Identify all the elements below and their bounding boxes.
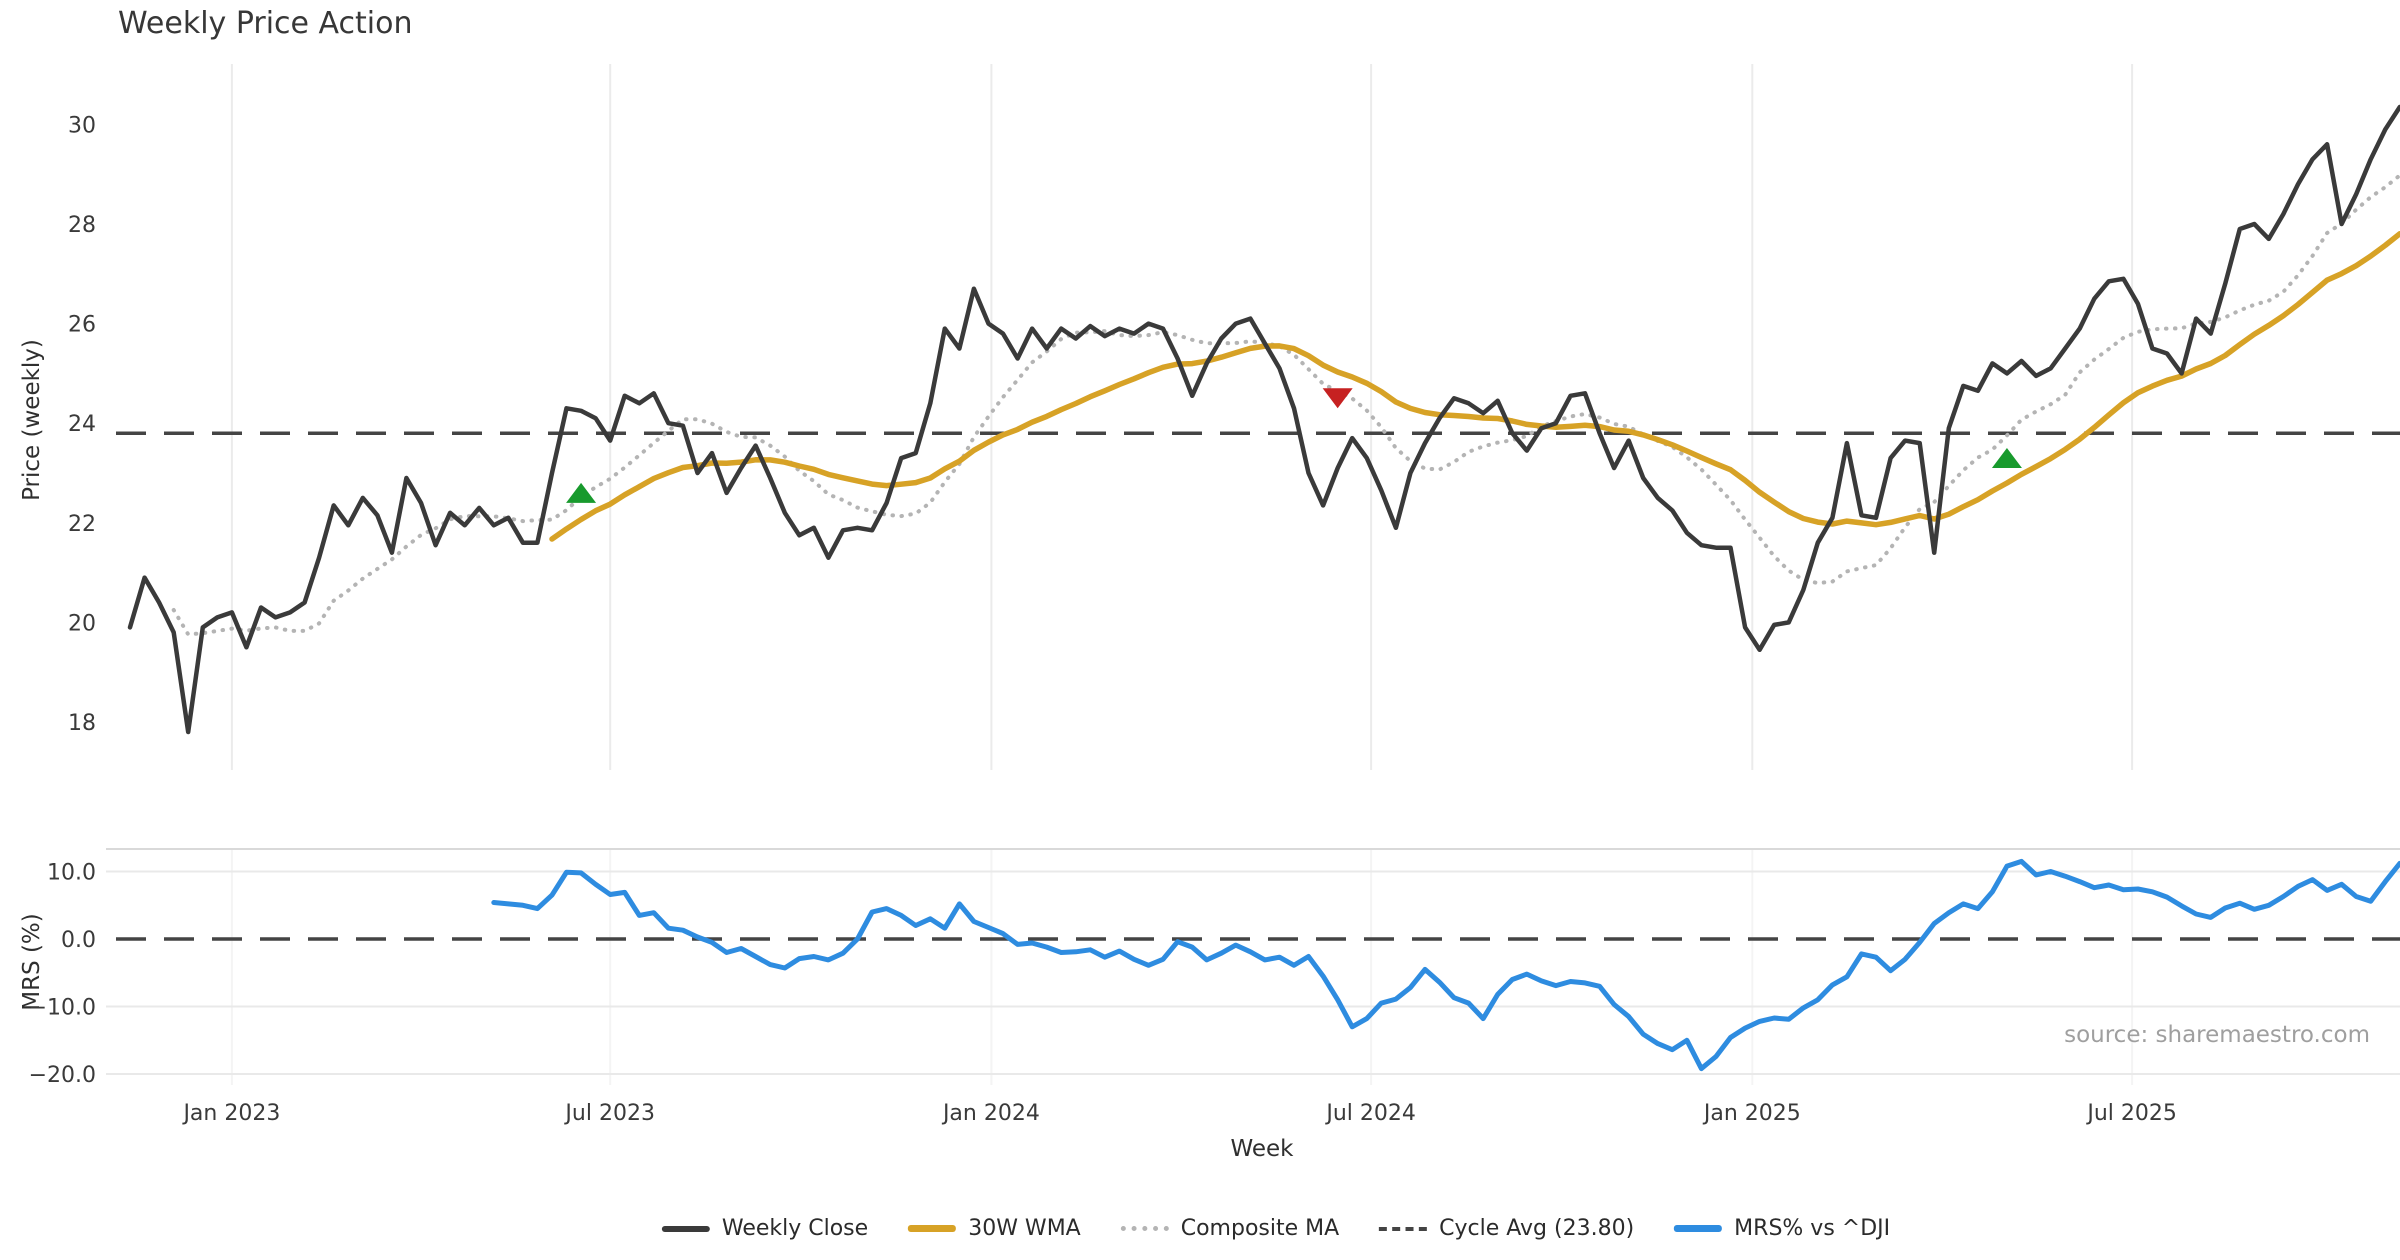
legend-label: 30W WMA — [968, 1216, 1081, 1241]
mrs-tick-label: −10.0 — [29, 996, 96, 1021]
source-note: source: sharemaestro.com — [2064, 1022, 2370, 1048]
mrs-line-swatch-icon — [1674, 1225, 1723, 1232]
price-tick-label: 30 — [68, 113, 96, 138]
wma-line-swatch-icon — [908, 1225, 957, 1232]
price-tick-label: 20 — [68, 611, 96, 636]
mrs-tick-label: 0.0 — [61, 928, 96, 953]
legend-item-weekly-close: Weekly Close — [661, 1216, 869, 1241]
x-tick-label: Jul 2024 — [1324, 1101, 1416, 1126]
x-tick-label: Jul 2025 — [2085, 1101, 2177, 1126]
price-tick-label: 18 — [68, 711, 96, 736]
sell-signal-triangle-down-icon — [1322, 388, 1353, 409]
wma-line — [549, 231, 2400, 542]
x-tick-label: Jan 2024 — [941, 1101, 1040, 1126]
buy-signal-triangle-up-icon — [1991, 448, 2022, 469]
price-tick-label: 26 — [68, 313, 96, 338]
legend-item-composite-ma: Composite MA — [1120, 1216, 1340, 1241]
legend-label: Cycle Avg (23.80) — [1439, 1216, 1635, 1241]
composite-ma-line — [171, 173, 2400, 637]
buy-signal-triangle-up-icon — [566, 482, 597, 503]
composite-ma-swatch-icon — [1120, 1226, 1169, 1231]
mrs-line — [491, 858, 2400, 1072]
legend-item-mrs: MRS% vs ^DJI — [1674, 1216, 1890, 1241]
x-tick-label: Jul 2023 — [563, 1101, 655, 1126]
cycle-avg-swatch-icon — [1379, 1226, 1428, 1231]
weekly-close-line-swatch-icon — [661, 1225, 710, 1232]
price-tick-label: 28 — [68, 213, 96, 238]
x-tick-label: Jan 2023 — [181, 1101, 280, 1126]
legend-label: MRS% vs ^DJI — [1734, 1216, 1891, 1241]
x-tick-label: Jan 2025 — [1702, 1101, 1801, 1126]
page-title: Weekly Price Action — [118, 6, 413, 41]
mrs-tick-label: 10.0 — [47, 861, 96, 886]
x-axis-label: Week — [1230, 1136, 1294, 1162]
legend: Weekly Close 30W WMA Composite MA Cycle … — [661, 1216, 1890, 1241]
legend-item-30w-wma: 30W WMA — [908, 1216, 1081, 1241]
mrs-tick-label: −20.0 — [29, 1063, 96, 1088]
legend-label: Weekly Close — [721, 1216, 869, 1241]
legend-label: Composite MA — [1180, 1216, 1340, 1241]
price-tick-label: 24 — [68, 412, 96, 437]
legend-item-cycle-avg: Cycle Avg (23.80) — [1379, 1216, 1634, 1241]
price-tick-label: 22 — [68, 512, 96, 537]
weekly-close-line — [127, 104, 2400, 735]
